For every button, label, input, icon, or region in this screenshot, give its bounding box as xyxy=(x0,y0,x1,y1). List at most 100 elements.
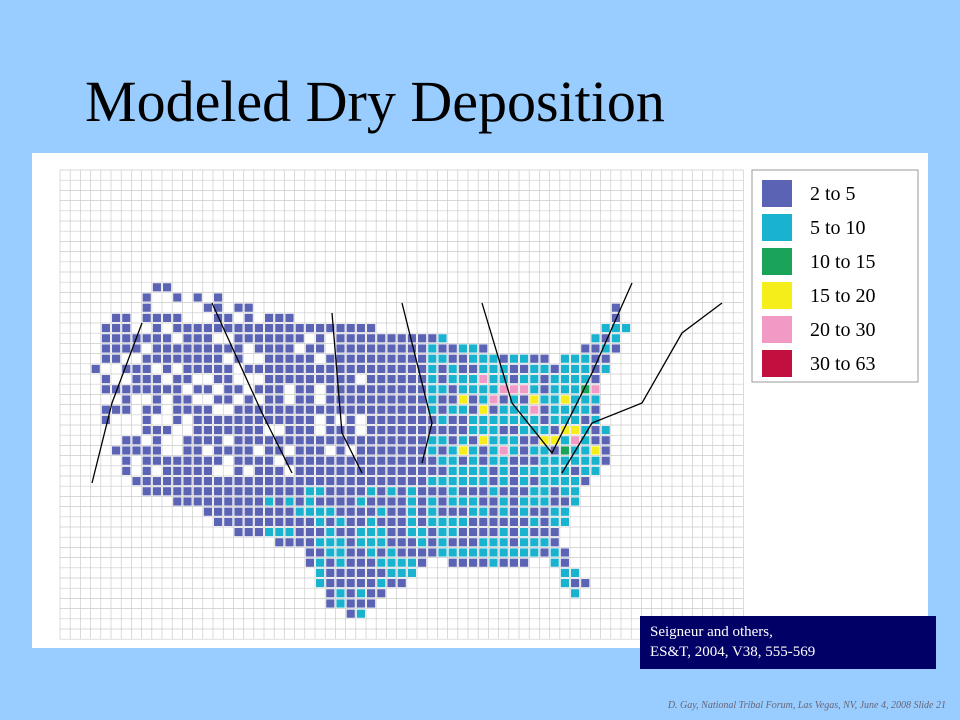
grid-cell xyxy=(183,456,192,465)
grid-cell xyxy=(265,313,274,322)
grid-cell xyxy=(326,436,335,445)
grid-cell xyxy=(469,538,478,547)
grid-cell xyxy=(469,487,478,496)
legend-label: 5 to 10 xyxy=(810,217,866,239)
grid-cell xyxy=(346,456,355,465)
grid-cell xyxy=(499,385,508,394)
grid-cell xyxy=(305,354,314,363)
grid-cell xyxy=(234,528,243,537)
grid-cell xyxy=(275,415,284,424)
grid-cell xyxy=(305,528,314,537)
grid-cell xyxy=(591,385,600,394)
grid-cell xyxy=(224,344,233,353)
grid-cell xyxy=(387,426,396,435)
grid-cell xyxy=(367,517,376,526)
grid-cell xyxy=(550,466,559,475)
grid-cell xyxy=(438,385,447,394)
grid-cell xyxy=(469,456,478,465)
grid-cell xyxy=(275,497,284,506)
grid-cell xyxy=(377,415,386,424)
grid-cell xyxy=(244,415,253,424)
map-panel: 2 to 5 5 to 10 10 to 15 15 to 20 20 to 30 30 … xyxy=(32,153,928,648)
grid-cell xyxy=(377,364,386,373)
grid-cell xyxy=(560,466,569,475)
footer: D. Gay, National Tribal Forum, Las Vegas… xyxy=(667,700,946,711)
grid-cell xyxy=(336,548,345,557)
grid-cell xyxy=(377,436,386,445)
grid-cell xyxy=(234,354,243,363)
grid-cell xyxy=(489,558,498,567)
grid-cell xyxy=(295,395,304,404)
grid-cell xyxy=(203,344,212,353)
grid-cell xyxy=(407,466,416,475)
grid-cell xyxy=(387,568,396,577)
grid-cell xyxy=(601,344,610,353)
grid-cell xyxy=(407,487,416,496)
grid-cell xyxy=(509,538,518,547)
grid-cell xyxy=(377,395,386,404)
grid-cell xyxy=(611,344,620,353)
grid-cell xyxy=(356,507,365,516)
grid-cell xyxy=(356,344,365,353)
grid-cell xyxy=(591,436,600,445)
grid-cell xyxy=(509,364,518,373)
grid-cell xyxy=(285,477,294,486)
legend-swatch xyxy=(762,282,792,309)
grid-cell xyxy=(326,599,335,608)
grid-cell xyxy=(152,283,161,292)
grid-cell xyxy=(560,517,569,526)
grid-cell xyxy=(448,548,457,557)
grid-cell xyxy=(479,558,488,567)
grid-cell xyxy=(560,426,569,435)
grid-cell xyxy=(152,477,161,486)
grid-cell xyxy=(275,528,284,537)
grid-cell xyxy=(581,405,590,414)
grid-cell xyxy=(173,354,182,363)
grid-cell xyxy=(285,436,294,445)
grid-cell xyxy=(448,354,457,363)
legend-label: 30 to 63 xyxy=(810,353,876,375)
grid-cell xyxy=(550,426,559,435)
grid-cell xyxy=(469,395,478,404)
grid-cell xyxy=(591,354,600,363)
grid-cell xyxy=(622,324,631,333)
grid-cell xyxy=(316,334,325,343)
grid-cell xyxy=(367,558,376,567)
grid-cell xyxy=(101,415,110,424)
grid-cell xyxy=(469,385,478,394)
grid-cell xyxy=(122,456,131,465)
grid-cell xyxy=(377,426,386,435)
grid-cell xyxy=(295,487,304,496)
grid-cell xyxy=(479,375,488,384)
grid-cell xyxy=(387,497,396,506)
grid-cell xyxy=(509,517,518,526)
grid-cell xyxy=(346,599,355,608)
grid-cell xyxy=(326,354,335,363)
grid-cell xyxy=(265,385,274,394)
grid-cell xyxy=(601,456,610,465)
grid-cell xyxy=(448,436,457,445)
grid-cell xyxy=(571,364,580,373)
grid-cell xyxy=(295,517,304,526)
grid-cell xyxy=(479,436,488,445)
grid-cell xyxy=(152,354,161,363)
grid-cell xyxy=(387,375,396,384)
grid-cell xyxy=(489,548,498,557)
grid-cell xyxy=(305,436,314,445)
grid-cell xyxy=(367,507,376,516)
grid-cell xyxy=(336,477,345,486)
grid-cell xyxy=(520,354,529,363)
grid-cell xyxy=(418,487,427,496)
grid-cell xyxy=(305,324,314,333)
grid-cell xyxy=(346,354,355,363)
grid-cell xyxy=(458,477,467,486)
grid-cell xyxy=(571,354,580,363)
grid-cell xyxy=(428,538,437,547)
grid-cell xyxy=(214,364,223,373)
grid-cell xyxy=(550,395,559,404)
legend-label: 20 to 30 xyxy=(810,319,876,341)
grid-cell xyxy=(407,568,416,577)
grid-cell xyxy=(356,589,365,598)
grid-cell xyxy=(326,528,335,537)
